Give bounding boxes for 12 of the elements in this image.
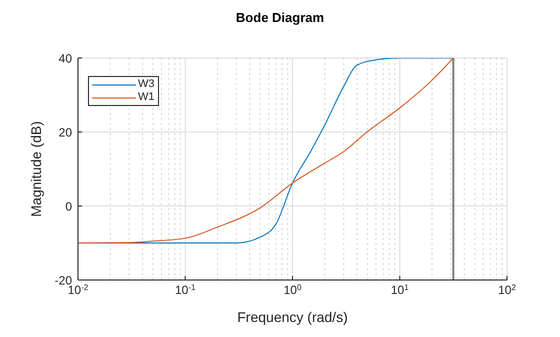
x-tick-label: 10$^{-1}$ [175, 282, 196, 297]
legend-label: W1 [138, 91, 154, 104]
y-axis-title: Magnitude (dB) [28, 121, 44, 217]
legend-label: W3 [138, 78, 154, 91]
x-tick-label: 10$^{2}$ [498, 282, 516, 297]
chart-title: Bode Diagram [234, 9, 326, 27]
x-tick-label: 10$^{1}$ [390, 282, 410, 297]
x-tick-label: 10$^{0}$ [284, 282, 302, 297]
y-tick-label: 40 [58, 51, 72, 66]
y-tick-label: 0 [65, 199, 72, 214]
x-axis-title: Frequency (rad/s) [237, 309, 348, 325]
y-tick-label: 20 [58, 125, 72, 140]
